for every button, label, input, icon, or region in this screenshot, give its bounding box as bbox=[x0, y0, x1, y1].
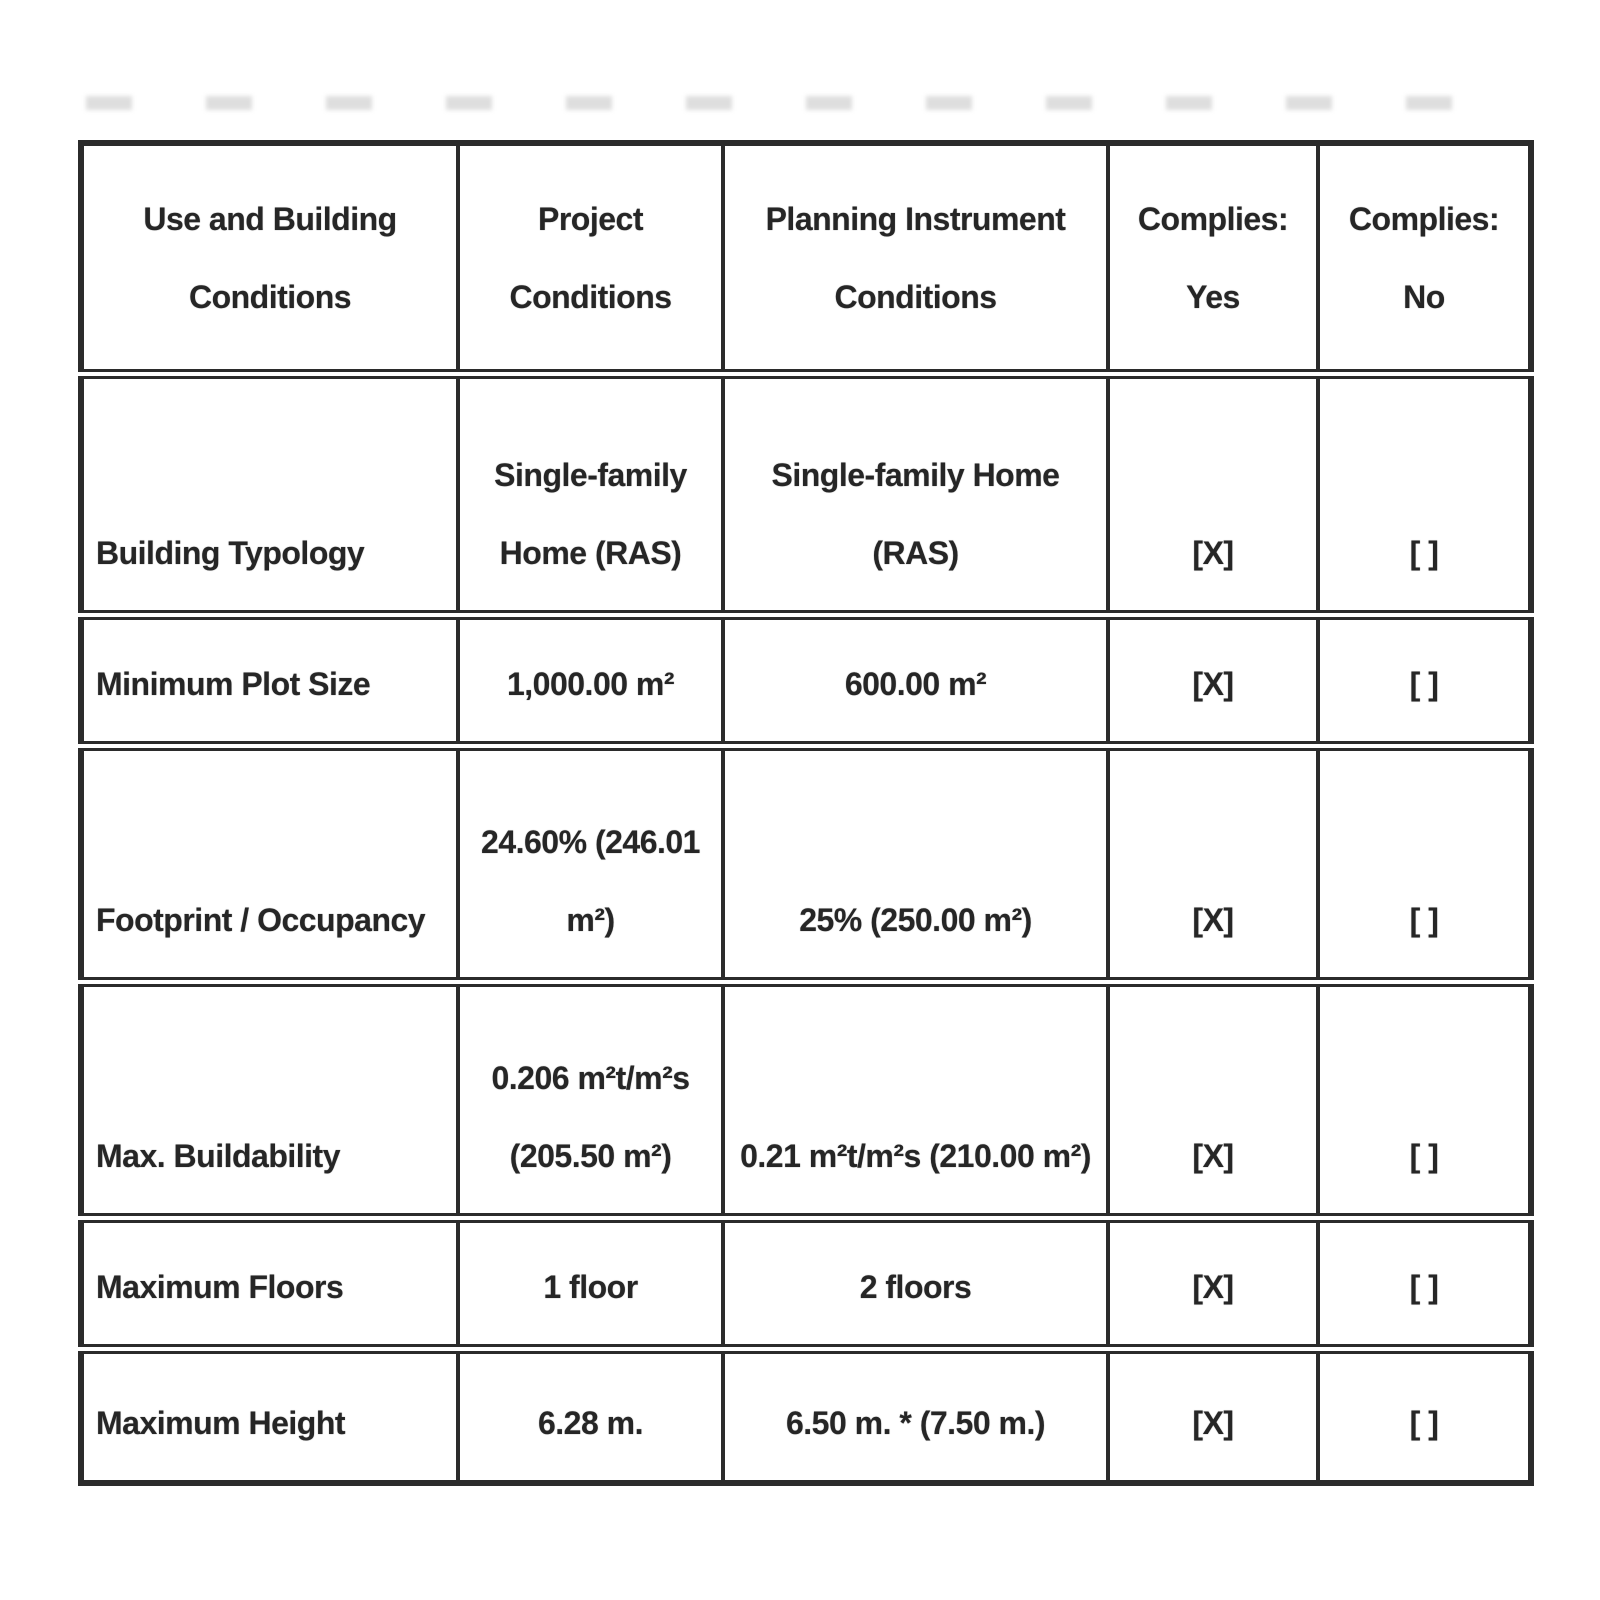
complies-yes-checkbox: [X] bbox=[1106, 1213, 1320, 1349]
condition-name-cell: Maximum Floors bbox=[79, 1213, 460, 1349]
complies-yes-checkbox: [X] bbox=[1106, 741, 1320, 982]
condition-name-cell: Building Typology bbox=[79, 369, 460, 615]
complies-yes-checkbox: [X] bbox=[1106, 977, 1320, 1218]
planning-value-cell: 6.50 m. * (7.50 m.) bbox=[721, 1344, 1110, 1483]
compliance-table: Use and Building Conditions Project Cond… bbox=[78, 140, 1534, 1486]
project-value-cell: 24.60% (246.01 m²) bbox=[456, 741, 725, 982]
table-row-maximum-height: Maximum Height 6.28 m. 6.50 m. * (7.50 m… bbox=[79, 1344, 1533, 1483]
col-header-complies-no: Complies: No bbox=[1316, 143, 1533, 374]
col-header-planning-instrument-conditions: Planning Instrument Conditions bbox=[721, 143, 1110, 374]
table-row-footprint-occupancy: Footprint / Occupancy 24.60% (246.01 m²)… bbox=[79, 741, 1533, 982]
complies-no-checkbox: [ ] bbox=[1316, 741, 1533, 982]
complies-no-checkbox: [ ] bbox=[1316, 977, 1533, 1218]
condition-name-cell: Footprint / Occupancy bbox=[79, 741, 460, 982]
project-value-cell: 0.206 m²t/m²s (205.50 m²) bbox=[456, 977, 725, 1218]
col-header-project-conditions: Project Conditions bbox=[456, 143, 725, 374]
col-header-use-building-conditions: Use and Building Conditions bbox=[79, 143, 460, 374]
condition-name-cell: Max. Buildability bbox=[79, 977, 460, 1218]
planning-value-cell: Single-family Home (RAS) bbox=[721, 369, 1110, 615]
project-value-cell: 6.28 m. bbox=[456, 1344, 725, 1483]
complies-yes-checkbox: [X] bbox=[1106, 369, 1320, 615]
planning-value-cell: 2 floors bbox=[721, 1213, 1110, 1349]
condition-name-cell: Minimum Plot Size bbox=[79, 610, 460, 746]
table-row-minimum-plot-size: Minimum Plot Size 1,000.00 m² 600.00 m² … bbox=[79, 610, 1533, 746]
table-row-maximum-floors: Maximum Floors 1 floor 2 floors [X] [ ] bbox=[79, 1213, 1533, 1349]
planning-value-cell: 0.21 m²t/m²s (210.00 m²) bbox=[721, 977, 1110, 1218]
col-header-complies-yes: Complies: Yes bbox=[1106, 143, 1320, 374]
complies-no-checkbox: [ ] bbox=[1316, 369, 1533, 615]
planning-value-cell: 25% (250.00 m²) bbox=[721, 741, 1110, 982]
complies-no-checkbox: [ ] bbox=[1316, 1213, 1533, 1349]
project-value-cell: Single-family Home (RAS) bbox=[456, 369, 725, 615]
complies-yes-checkbox: [X] bbox=[1106, 1344, 1320, 1483]
complies-yes-checkbox: [X] bbox=[1106, 610, 1320, 746]
project-value-cell: 1,000.00 m² bbox=[456, 610, 725, 746]
planning-value-cell: 600.00 m² bbox=[721, 610, 1110, 746]
scan-artifact-band bbox=[86, 96, 1516, 110]
table-header-row: Use and Building Conditions Project Cond… bbox=[79, 143, 1533, 374]
complies-no-checkbox: [ ] bbox=[1316, 1344, 1533, 1483]
condition-name-cell: Maximum Height bbox=[79, 1344, 460, 1483]
project-value-cell: 1 floor bbox=[456, 1213, 725, 1349]
table-row-building-typology: Building Typology Single-family Home (RA… bbox=[79, 369, 1533, 615]
table-row-max-buildability: Max. Buildability 0.206 m²t/m²s (205.50 … bbox=[79, 977, 1533, 1218]
complies-no-checkbox: [ ] bbox=[1316, 610, 1533, 746]
